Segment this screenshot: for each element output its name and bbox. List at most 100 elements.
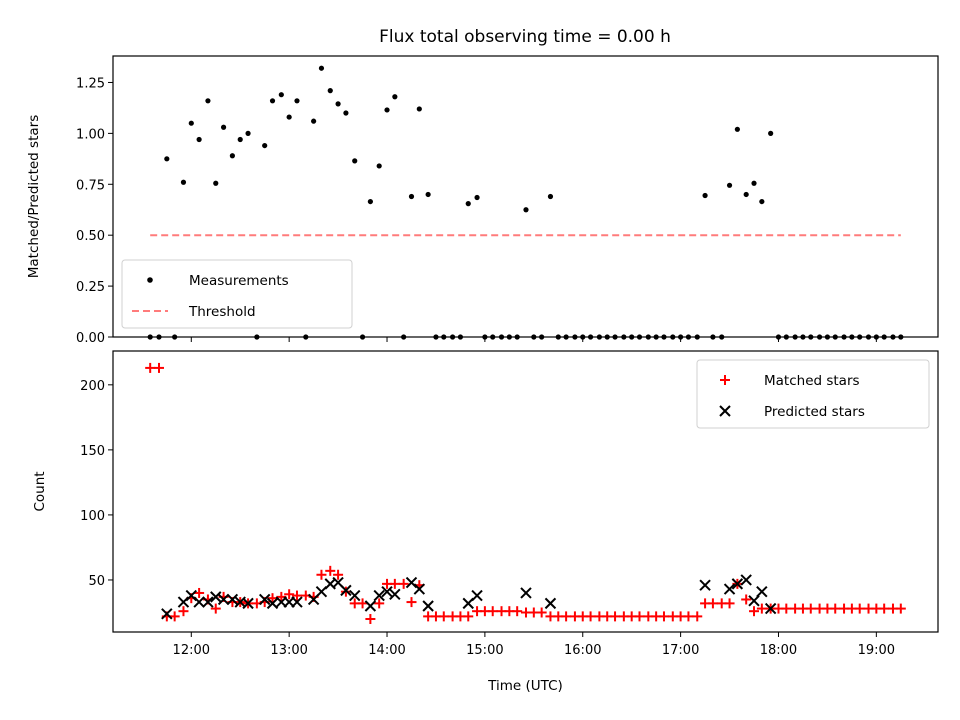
y-tick-label: 50 <box>88 574 105 589</box>
y-tick-label: 1.00 <box>76 127 105 142</box>
matched-stars-point <box>291 590 302 601</box>
legend: Matched stars Predicted stars <box>696 359 930 429</box>
measurements-point <box>196 136 202 143</box>
measurements-point <box>229 153 235 159</box>
measurements-point <box>318 65 325 71</box>
measurements-point <box>327 88 333 94</box>
x-b <box>217 593 230 606</box>
y-tick-label: 100 <box>80 509 105 524</box>
measurements-point <box>335 101 341 107</box>
matched-stars-point <box>178 606 189 617</box>
matched-stars-point <box>749 606 760 617</box>
matched-stars-point <box>169 611 180 622</box>
predicted-stars-point <box>193 596 205 608</box>
measurements-point <box>743 191 749 198</box>
predicted-stars-point <box>764 602 777 615</box>
x-b <box>193 596 205 608</box>
predicted-stars-point <box>258 593 271 606</box>
x-tick-label: 14:00 <box>368 643 405 658</box>
x-b <box>731 578 744 590</box>
matched-stars-point <box>683 611 694 622</box>
predicted-stars-point <box>340 584 352 597</box>
legend-item-matched-stars: Matched stars <box>720 373 860 389</box>
predicted-stars-point <box>202 596 214 608</box>
matched-stars-point <box>830 603 841 614</box>
measurements-point <box>278 92 284 98</box>
x-b <box>364 600 377 612</box>
predicted-stars-point <box>373 589 385 602</box>
matched-stars-point <box>741 594 752 605</box>
x-tick-label: 19:00 <box>858 643 895 658</box>
predicted-stars-point <box>740 574 752 586</box>
plot-area <box>145 362 906 624</box>
x-b <box>699 579 711 591</box>
x-b <box>242 597 254 610</box>
legend-item-measurements: Measurements <box>147 273 289 289</box>
matched-stars-point <box>895 603 906 614</box>
x-b <box>373 589 385 602</box>
x-b <box>258 593 271 606</box>
matched-stars-point <box>707 598 718 609</box>
y-tick-label: 0.75 <box>76 178 105 193</box>
measurements-point <box>245 130 251 136</box>
matched-stars-point <box>194 587 205 598</box>
legend: Measurements Threshold <box>121 259 353 329</box>
matched-stars-point <box>406 597 417 608</box>
legend-label: Matched stars <box>764 373 860 389</box>
x-tick-label: 16:00 <box>564 643 601 658</box>
legend-marker <box>719 405 731 417</box>
matched-stars-point <box>610 611 621 622</box>
y-tick-label: 200 <box>80 379 105 394</box>
predicted-stars-point <box>226 593 239 606</box>
measurements-point <box>262 142 268 149</box>
predicted-stars-point <box>731 578 744 590</box>
measurements-point <box>269 98 276 104</box>
measurements-point <box>352 158 358 164</box>
x-b <box>161 608 173 620</box>
measurements-point <box>343 110 349 116</box>
matched-stars-point <box>487 606 498 617</box>
x-b <box>413 583 426 595</box>
legend-box <box>696 359 930 429</box>
predicted-stars-point <box>291 596 303 608</box>
matched-stars-point <box>398 578 409 589</box>
matched-stars-point <box>585 611 596 622</box>
x-b <box>381 585 393 598</box>
predicted-stars-point <box>217 593 230 606</box>
matched-stars-point <box>316 569 327 580</box>
predicted-stars-point <box>389 588 401 600</box>
predicted-stars-point <box>349 589 361 602</box>
matched-stars-point <box>805 603 816 614</box>
measurements-point <box>416 106 422 112</box>
predicted-stars-point <box>161 608 173 620</box>
x-b <box>266 597 279 610</box>
x-axis-label: Time (UTC) <box>487 678 563 694</box>
legend-box <box>121 259 353 329</box>
matched-stars-point <box>389 578 400 589</box>
x-tick-label: 15:00 <box>466 643 503 658</box>
measurements-point <box>180 179 187 185</box>
chart-title: Flux total observing time = 0.00 h <box>379 27 671 47</box>
x-b <box>324 578 336 590</box>
x-b <box>764 602 777 615</box>
predicted-stars-point <box>723 583 736 595</box>
measurements-point <box>726 182 733 188</box>
y-tick-label: 1.25 <box>76 76 105 91</box>
predicted-stars-point <box>748 595 760 607</box>
matched-stars-point <box>634 611 645 622</box>
predicted-stars-point <box>520 587 532 599</box>
x-b <box>389 588 401 600</box>
measurements-point <box>213 180 219 186</box>
matched-stars-point <box>325 565 336 576</box>
measurements-point <box>465 201 471 207</box>
x-tick-label: 18:00 <box>760 643 797 658</box>
x-tick-label: 13:00 <box>270 643 307 658</box>
x-b <box>405 576 418 589</box>
measurements-point <box>384 107 390 113</box>
x-b <box>422 600 434 612</box>
predicted-stars-point <box>544 597 557 610</box>
measurements-point <box>237 136 243 143</box>
matched-stars-point <box>512 606 523 617</box>
x-b <box>723 583 736 595</box>
predicted-stars-point <box>242 597 254 610</box>
